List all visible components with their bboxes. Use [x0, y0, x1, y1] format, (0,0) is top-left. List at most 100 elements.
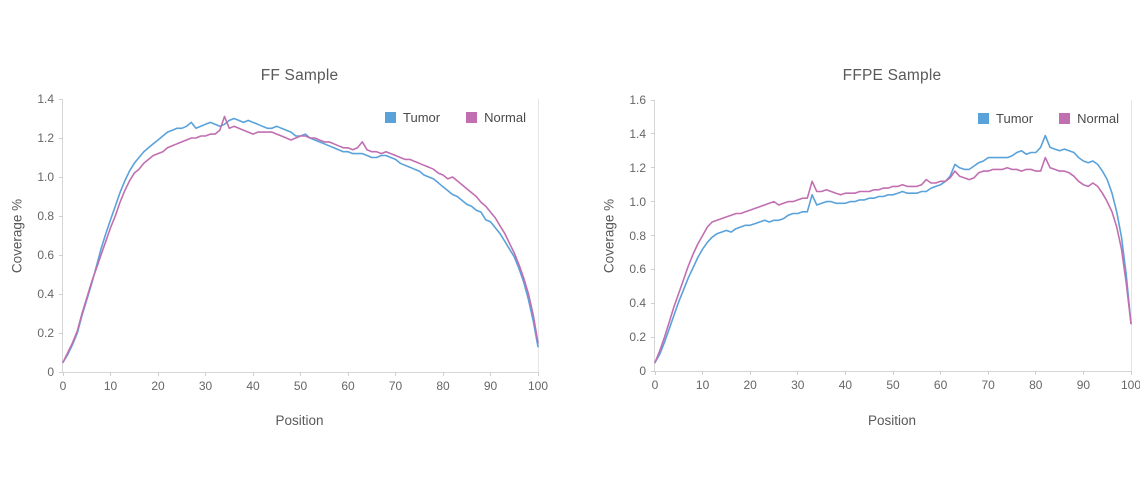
y-tick-mark	[651, 370, 655, 372]
y-tick-mark	[651, 268, 655, 270]
legend-ff: Tumor Normal	[385, 110, 526, 125]
y-tick-mark	[59, 371, 63, 373]
series-line-tumor	[62, 117, 539, 364]
y-tick-mark	[59, 215, 63, 217]
series-line-normal	[62, 115, 539, 364]
series-line-tumor	[654, 134, 1132, 364]
x-tick-label: 20	[743, 378, 757, 392]
y-tick-mark	[59, 332, 63, 334]
x-tick-label: 50	[886, 378, 900, 392]
y-tick-mark	[59, 176, 63, 178]
x-tick-mark	[62, 372, 64, 376]
y-tick-label: 0.6	[629, 262, 646, 277]
legend-item-tumor: Tumor	[385, 110, 440, 125]
legend-label-normal: Normal	[484, 110, 526, 125]
legend-item-tumor: Tumor	[978, 111, 1033, 126]
x-tick-label: 40	[838, 378, 853, 392]
y-axis-label-ff: Coverage %	[9, 198, 25, 274]
x-tick-label: 90	[1076, 378, 1091, 392]
x-tick-mark	[537, 372, 539, 376]
x-tick-mark	[347, 372, 349, 376]
y-tick-mark	[651, 133, 655, 135]
y-tick-label: 0.8	[37, 209, 54, 223]
y-tick-label: 1.2	[37, 131, 54, 145]
y-tick-label: 0.4	[629, 296, 646, 311]
y-tick-mark	[651, 201, 655, 203]
x-tick-label: 30	[198, 379, 213, 393]
legend-ffpe: Tumor Normal	[978, 111, 1119, 126]
x-tick-label: 10	[103, 379, 118, 393]
legend-label-tumor: Tumor	[403, 110, 441, 125]
y-tick-label: 1.6	[629, 93, 646, 107]
legend-item-normal: Normal	[466, 110, 526, 125]
y-tick-label: 0.4	[37, 287, 54, 301]
legend-swatch-normal	[466, 112, 478, 123]
y-tick-mark	[651, 167, 655, 169]
x-tick-label: 90	[483, 379, 498, 393]
x-axis-label-ff: Position	[275, 413, 324, 428]
x-tick-mark	[490, 372, 491, 376]
legend-label-normal: Normal	[1077, 111, 1119, 126]
x-tick-mark	[1035, 371, 1037, 375]
x-tick-label: 80	[1029, 378, 1043, 392]
y-tick-label: 0.2	[37, 326, 54, 340]
x-tick-label: 10	[695, 378, 710, 392]
x-tick-mark	[749, 371, 751, 375]
x-tick-label: 0	[651, 378, 659, 392]
x-tick-mark	[110, 372, 111, 376]
x-tick-mark	[252, 372, 254, 376]
line-series-svg-ffpe	[654, 134, 1132, 364]
x-tick-label: 70	[388, 379, 403, 393]
x-tick-mark	[1082, 371, 1084, 375]
y-tick-label: 1.4	[629, 126, 646, 141]
x-tick-mark	[940, 371, 942, 375]
y-tick-mark	[651, 302, 655, 304]
plot-area-ff: Tumor Normal 0 10 20 30 40 50 60 70 80 90 100 0 0.2 0.…	[37, 92, 548, 393]
x-tick-label: 80	[436, 379, 450, 393]
x-tick-label: 60	[341, 379, 355, 393]
x-tick-mark	[987, 371, 989, 375]
y-tick-label: 0.2	[629, 330, 646, 345]
chart-title-ff: FF Sample	[260, 67, 339, 84]
x-tick-label: 40	[246, 379, 260, 393]
legend-label-tumor: Tumor	[996, 111, 1034, 126]
y-tick-label: 0.6	[37, 248, 54, 262]
x-tick-mark	[442, 372, 444, 376]
y-tick-label: 1.0	[629, 194, 646, 209]
y-tick-mark	[59, 137, 63, 139]
x-tick-label: 0	[59, 379, 67, 393]
x-tick-mark	[844, 371, 846, 375]
x-tick-label: 70	[981, 378, 995, 392]
y-tick-label: 1.0	[37, 170, 54, 184]
y-tick-mark	[651, 99, 655, 101]
x-tick-mark	[702, 371, 704, 375]
y-tick-mark	[59, 254, 63, 256]
x-tick-label: 100	[1120, 378, 1140, 392]
y-tick-mark	[651, 235, 655, 236]
line-series-svg-ff	[62, 115, 539, 364]
legend-swatch-tumor	[385, 112, 397, 123]
x-tick-mark	[654, 371, 656, 375]
x-tick-mark	[395, 372, 396, 376]
y-tick-mark	[59, 293, 63, 295]
y-tick-mark	[59, 98, 63, 100]
legend-swatch-tumor	[978, 113, 990, 124]
x-tick-label: 100	[527, 379, 549, 393]
plot-area-ffpe: Tumor Normal 0 10 20 30 40 50 60 70 80 90 100 0 0.2 0.…	[629, 93, 1140, 392]
y-tick-label: 1.2	[629, 160, 646, 175]
y-tick-label: 1.4	[37, 92, 54, 106]
legend-swatch-normal	[1059, 113, 1071, 124]
x-tick-label: 50	[293, 379, 308, 393]
x-tick-mark	[892, 371, 894, 375]
y-tick-mark	[651, 336, 655, 338]
x-tick-mark	[1130, 371, 1132, 375]
chart-title-ffpe: FFPE Sample	[842, 67, 942, 84]
x-tick-label: 60	[933, 378, 948, 392]
y-axis-label-ffpe: Coverage %	[601, 198, 617, 274]
x-tick-mark	[205, 372, 206, 376]
y-tick-label: 0	[639, 364, 646, 378]
x-axis-label-ffpe: Position	[867, 413, 917, 428]
x-tick-label: 20	[151, 379, 165, 393]
x-tick-mark	[797, 371, 799, 375]
series-line-normal	[654, 156, 1132, 364]
